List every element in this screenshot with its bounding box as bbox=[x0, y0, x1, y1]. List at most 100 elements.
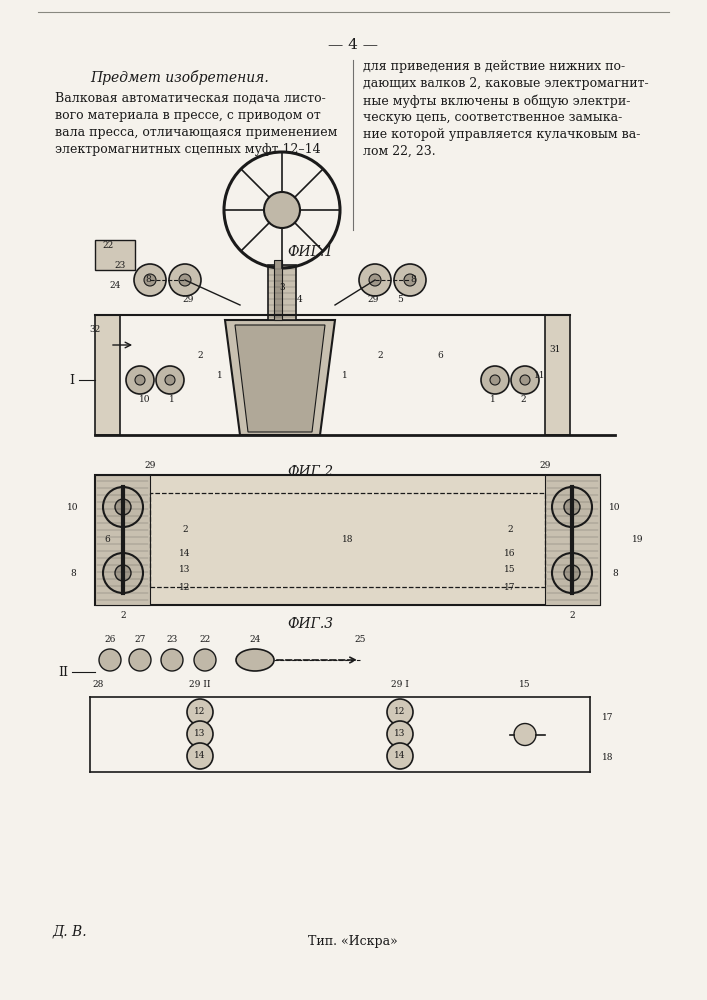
Text: 19: 19 bbox=[632, 536, 644, 544]
Text: ные муфты включены в общую электри-: ные муфты включены в общую электри- bbox=[363, 94, 631, 107]
Text: 23: 23 bbox=[166, 635, 177, 644]
Text: дающих валков 2, каковые электромагнит-: дающих валков 2, каковые электромагнит- bbox=[363, 77, 648, 90]
Text: 28: 28 bbox=[93, 680, 104, 689]
Text: 14: 14 bbox=[194, 752, 206, 760]
Text: 11: 11 bbox=[534, 370, 546, 379]
Ellipse shape bbox=[236, 649, 274, 671]
Bar bbox=[95, 315, 120, 435]
Text: для приведения в действие нижних по-: для приведения в действие нижних по- bbox=[363, 60, 625, 73]
Text: вого материала в прессе, с приводом от: вого материала в прессе, с приводом от bbox=[55, 109, 321, 122]
Text: 17: 17 bbox=[504, 582, 515, 591]
Text: 22: 22 bbox=[199, 635, 211, 644]
Circle shape bbox=[187, 743, 213, 769]
Circle shape bbox=[115, 499, 131, 515]
Text: 1: 1 bbox=[490, 395, 496, 404]
Circle shape bbox=[99, 649, 121, 671]
Circle shape bbox=[394, 264, 426, 296]
Polygon shape bbox=[235, 325, 325, 432]
Text: 5: 5 bbox=[397, 296, 403, 304]
Circle shape bbox=[514, 724, 536, 746]
Circle shape bbox=[404, 274, 416, 286]
Text: 22: 22 bbox=[103, 240, 114, 249]
Bar bbox=[95, 240, 135, 270]
Text: 29: 29 bbox=[539, 460, 551, 470]
Text: 25: 25 bbox=[354, 635, 366, 644]
Bar bbox=[95, 475, 150, 605]
Text: — 4 —: — 4 — bbox=[328, 38, 378, 52]
Text: лом 22, 23.: лом 22, 23. bbox=[363, 145, 436, 158]
Circle shape bbox=[511, 366, 539, 394]
Text: 13: 13 bbox=[395, 730, 406, 738]
Polygon shape bbox=[225, 320, 335, 435]
Text: 24: 24 bbox=[110, 280, 121, 290]
Text: 12: 12 bbox=[194, 708, 206, 716]
Circle shape bbox=[129, 649, 151, 671]
Circle shape bbox=[194, 649, 216, 671]
Bar bbox=[150, 493, 545, 587]
Text: 8: 8 bbox=[612, 568, 618, 578]
Circle shape bbox=[387, 743, 413, 769]
Text: 1: 1 bbox=[217, 370, 223, 379]
Circle shape bbox=[187, 721, 213, 747]
Text: 29: 29 bbox=[182, 296, 194, 304]
Circle shape bbox=[564, 499, 580, 515]
Text: 2: 2 bbox=[120, 610, 126, 619]
Text: 2: 2 bbox=[378, 351, 382, 360]
Text: 10: 10 bbox=[139, 395, 151, 404]
Text: Д. В.: Д. В. bbox=[52, 924, 87, 938]
Circle shape bbox=[564, 565, 580, 581]
Text: 26: 26 bbox=[105, 635, 116, 644]
Text: 15: 15 bbox=[519, 680, 531, 689]
Text: 29 II: 29 II bbox=[189, 680, 211, 689]
Text: 8: 8 bbox=[145, 275, 151, 284]
Circle shape bbox=[103, 487, 143, 527]
Text: вала пресса, отличающаяся применением: вала пресса, отличающаяся применением bbox=[55, 126, 337, 139]
Text: 12: 12 bbox=[395, 708, 406, 716]
Text: ФИГ.2: ФИГ.2 bbox=[287, 465, 333, 479]
Text: ние которой управляется кулачковым ва-: ние которой управляется кулачковым ва- bbox=[363, 128, 641, 141]
Text: 2: 2 bbox=[197, 351, 203, 360]
Circle shape bbox=[369, 274, 381, 286]
Text: 31: 31 bbox=[549, 346, 561, 355]
Text: 18: 18 bbox=[342, 536, 354, 544]
Bar bbox=[545, 315, 570, 435]
Circle shape bbox=[103, 553, 143, 593]
Text: 14: 14 bbox=[395, 752, 406, 760]
Text: 14: 14 bbox=[180, 548, 191, 558]
Text: 27: 27 bbox=[134, 635, 146, 644]
Text: 8: 8 bbox=[70, 568, 76, 578]
Circle shape bbox=[187, 699, 213, 725]
Text: 3: 3 bbox=[279, 282, 285, 292]
Text: 2: 2 bbox=[569, 610, 575, 619]
Text: I: I bbox=[69, 373, 74, 386]
Circle shape bbox=[115, 565, 131, 581]
Text: 29: 29 bbox=[144, 460, 156, 470]
Text: 17: 17 bbox=[602, 712, 614, 722]
Circle shape bbox=[179, 274, 191, 286]
Circle shape bbox=[134, 264, 166, 296]
Bar bbox=[545, 475, 600, 605]
Circle shape bbox=[144, 274, 156, 286]
Circle shape bbox=[161, 649, 183, 671]
Text: 6: 6 bbox=[437, 351, 443, 360]
Text: 2: 2 bbox=[520, 395, 526, 404]
Circle shape bbox=[165, 375, 175, 385]
Text: 13: 13 bbox=[180, 566, 191, 574]
Circle shape bbox=[490, 375, 500, 385]
Text: 10: 10 bbox=[609, 502, 621, 512]
Circle shape bbox=[169, 264, 201, 296]
Text: 29: 29 bbox=[368, 296, 379, 304]
Text: 10: 10 bbox=[67, 502, 78, 512]
Text: Тип. «Искра»: Тип. «Искра» bbox=[308, 935, 398, 948]
Text: Валковая автоматическая подача листо-: Валковая автоматическая подача листо- bbox=[55, 92, 326, 105]
Text: ческую цепь, соответственное замыка-: ческую цепь, соответственное замыка- bbox=[363, 111, 622, 124]
Bar bbox=[274, 260, 282, 320]
Text: 29 I: 29 I bbox=[391, 680, 409, 689]
Text: 24: 24 bbox=[250, 635, 261, 644]
Circle shape bbox=[552, 553, 592, 593]
Circle shape bbox=[552, 487, 592, 527]
Circle shape bbox=[387, 721, 413, 747]
Text: 32: 32 bbox=[89, 326, 100, 334]
Bar bbox=[268, 265, 296, 320]
Circle shape bbox=[481, 366, 509, 394]
